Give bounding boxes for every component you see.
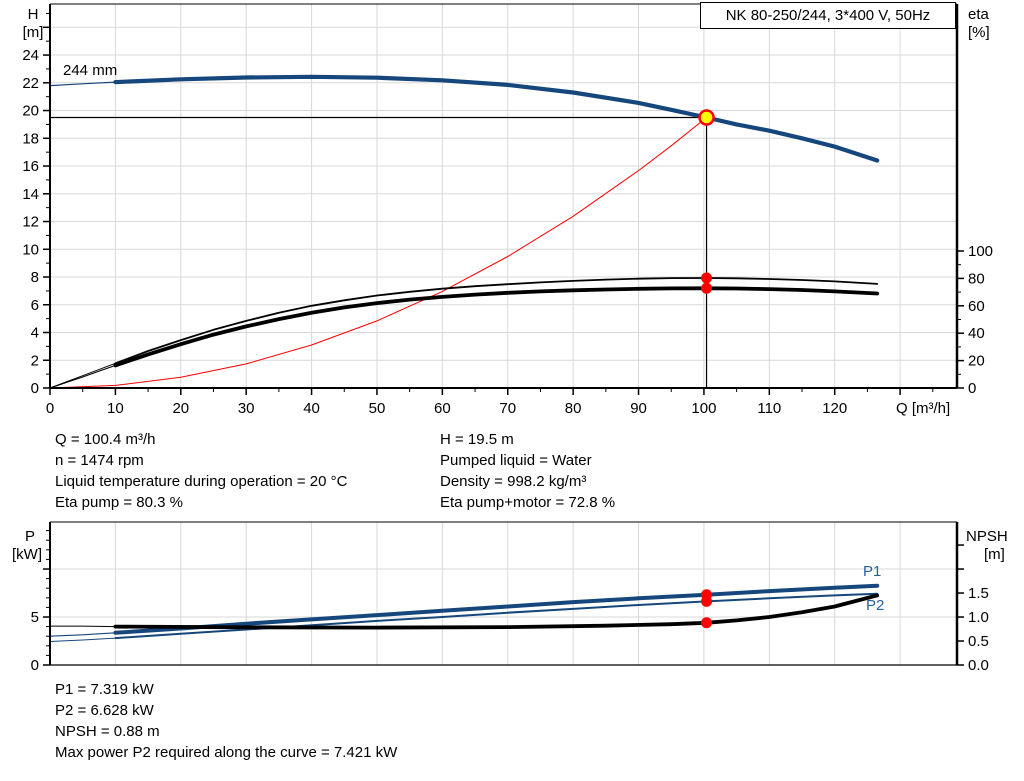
p1-curve-lead — [49, 632, 117, 637]
right-tick-label: 20 — [968, 353, 985, 370]
p2-curve — [114, 592, 879, 640]
info-flow: Q = 100.4 m³/h — [55, 431, 156, 448]
p2-curve-label: P2 — [866, 597, 884, 614]
right-tick-label: 100 — [968, 243, 993, 260]
pump-title: NK 80-250/244, 3*400 V, 50Hz — [725, 7, 931, 24]
x-tick-label: 40 — [303, 400, 320, 417]
x-tick-label: 70 — [499, 400, 516, 417]
info-eta-pump: Eta pump = 80.3 % — [55, 494, 183, 511]
left-tick-label: 16 — [22, 158, 39, 175]
eta-pump-motor-curve-lead — [49, 364, 116, 389]
right-axis-title-1: eta — [968, 6, 990, 23]
eta-pump-dot — [701, 272, 713, 284]
left-tick-label: 8 — [31, 269, 39, 286]
npsh-dot — [701, 617, 713, 629]
right-tick-label: 60 — [968, 298, 985, 315]
x-tick-label: 20 — [172, 400, 189, 417]
pump-title-box: NK 80-250/244, 3*400 V, 50Hz — [700, 2, 956, 29]
p1-curve — [113, 583, 880, 635]
left-tick-label: 0 — [31, 657, 39, 674]
x-axis-title: Q [m³/h] — [896, 400, 950, 417]
right-axis-title-2: [m] — [984, 546, 1005, 563]
left-tick-label: 20 — [22, 103, 39, 120]
x-tick-label: 120 — [822, 400, 847, 417]
right-tick-label: 1.5 — [968, 585, 989, 602]
right-tick-label: 1.0 — [968, 609, 989, 626]
system-curve — [49, 117, 707, 389]
x-tick-label: 90 — [630, 400, 647, 417]
p1-curve-label: P1 — [863, 563, 881, 580]
x-tick-label: 0 — [46, 400, 54, 417]
info-density: Density = 998.2 kg/m³ — [440, 473, 587, 490]
operating-point-marker — [698, 109, 715, 126]
left-tick-label: 22 — [22, 75, 39, 92]
duty-info-right: H = 19.5 m Pumped liquid = Water Density… — [440, 429, 615, 513]
left-tick-label: 10 — [22, 241, 39, 258]
left-axis-title-1: H — [28, 6, 39, 23]
power-npsh-chart: 0 5 0.0 0.5 1.0 1.5 P[kW] NPSH[m] P1 P2 — [12, 521, 1008, 674]
gridlines — [50, 522, 957, 665]
left-tick-label: 18 — [22, 130, 39, 147]
gridlines — [50, 4, 957, 388]
axis-ticks — [43, 12, 964, 395]
eta-pump-motor-curve — [113, 286, 880, 368]
left-tick-label: 24 — [22, 47, 39, 64]
left-axis-title-2: [m] — [23, 24, 44, 41]
info-liquid-temperature: Liquid temperature during operation = 20… — [55, 473, 348, 490]
right-axis-title-1: NPSH — [966, 528, 1008, 545]
left-tick-label: 6 — [31, 297, 39, 314]
right-tick-label: 0.5 — [968, 633, 989, 650]
p2-curve-lead — [49, 637, 116, 642]
head-curve — [113, 74, 880, 163]
left-tick-label: 5 — [31, 609, 39, 626]
left-axis-title-1: P — [25, 528, 35, 545]
left-tick-label: 2 — [31, 352, 39, 369]
x-tick-label: 80 — [565, 400, 582, 417]
axis-ticks — [43, 530, 964, 666]
info-speed: n = 1474 rpm — [55, 452, 144, 469]
x-tick-label: 100 — [691, 400, 716, 417]
x-tick-label: 110 — [757, 400, 781, 417]
left-tick-label: 14 — [22, 186, 39, 203]
head-curve-lead — [49, 81, 117, 87]
info-p2: P2 = 6.628 kW — [55, 702, 154, 719]
info-pumped-liquid: Pumped liquid = Water — [440, 452, 592, 469]
info-npsh: NPSH = 0.88 m — [55, 723, 160, 740]
info-head: H = 19.5 m — [440, 431, 514, 448]
right-tick-label: 40 — [968, 325, 985, 342]
x-tick-label: 10 — [107, 400, 124, 417]
info-eta-pump-motor: Eta pump+motor = 72.8 % — [440, 494, 616, 511]
npsh-curve-lead — [49, 625, 116, 628]
p2-dot — [701, 595, 713, 607]
right-axis-title-2: [%] — [968, 24, 990, 41]
left-axis-title-2: [kW] — [12, 546, 42, 563]
right-tick-label: 80 — [968, 270, 985, 287]
right-tick-label: 0.0 — [968, 657, 989, 674]
info-p1: P1 = 7.319 kW — [55, 681, 154, 698]
left-tick-label: 0 — [31, 380, 39, 397]
info-max-power: Max power P2 required along the curve = … — [55, 744, 398, 761]
power-info: P1 = 7.319 kW P2 = 6.628 kW NPSH = 0.88 … — [55, 679, 397, 763]
x-tick-label: 60 — [434, 400, 451, 417]
x-tick-label: 30 — [238, 400, 255, 417]
eta-pump-curve — [114, 277, 879, 365]
left-tick-label: 12 — [22, 214, 39, 231]
x-tick-label: 50 — [369, 400, 386, 417]
eta-pump-motor-dot — [701, 282, 713, 294]
npsh-curve — [113, 593, 880, 630]
right-tick-label: 0 — [968, 380, 976, 397]
left-tick-label: 4 — [31, 325, 39, 342]
duty-info-left: Q = 100.4 m³/h n = 1474 rpm Liquid tempe… — [55, 429, 347, 513]
impeller-diameter-label: 244 mm — [63, 62, 117, 79]
